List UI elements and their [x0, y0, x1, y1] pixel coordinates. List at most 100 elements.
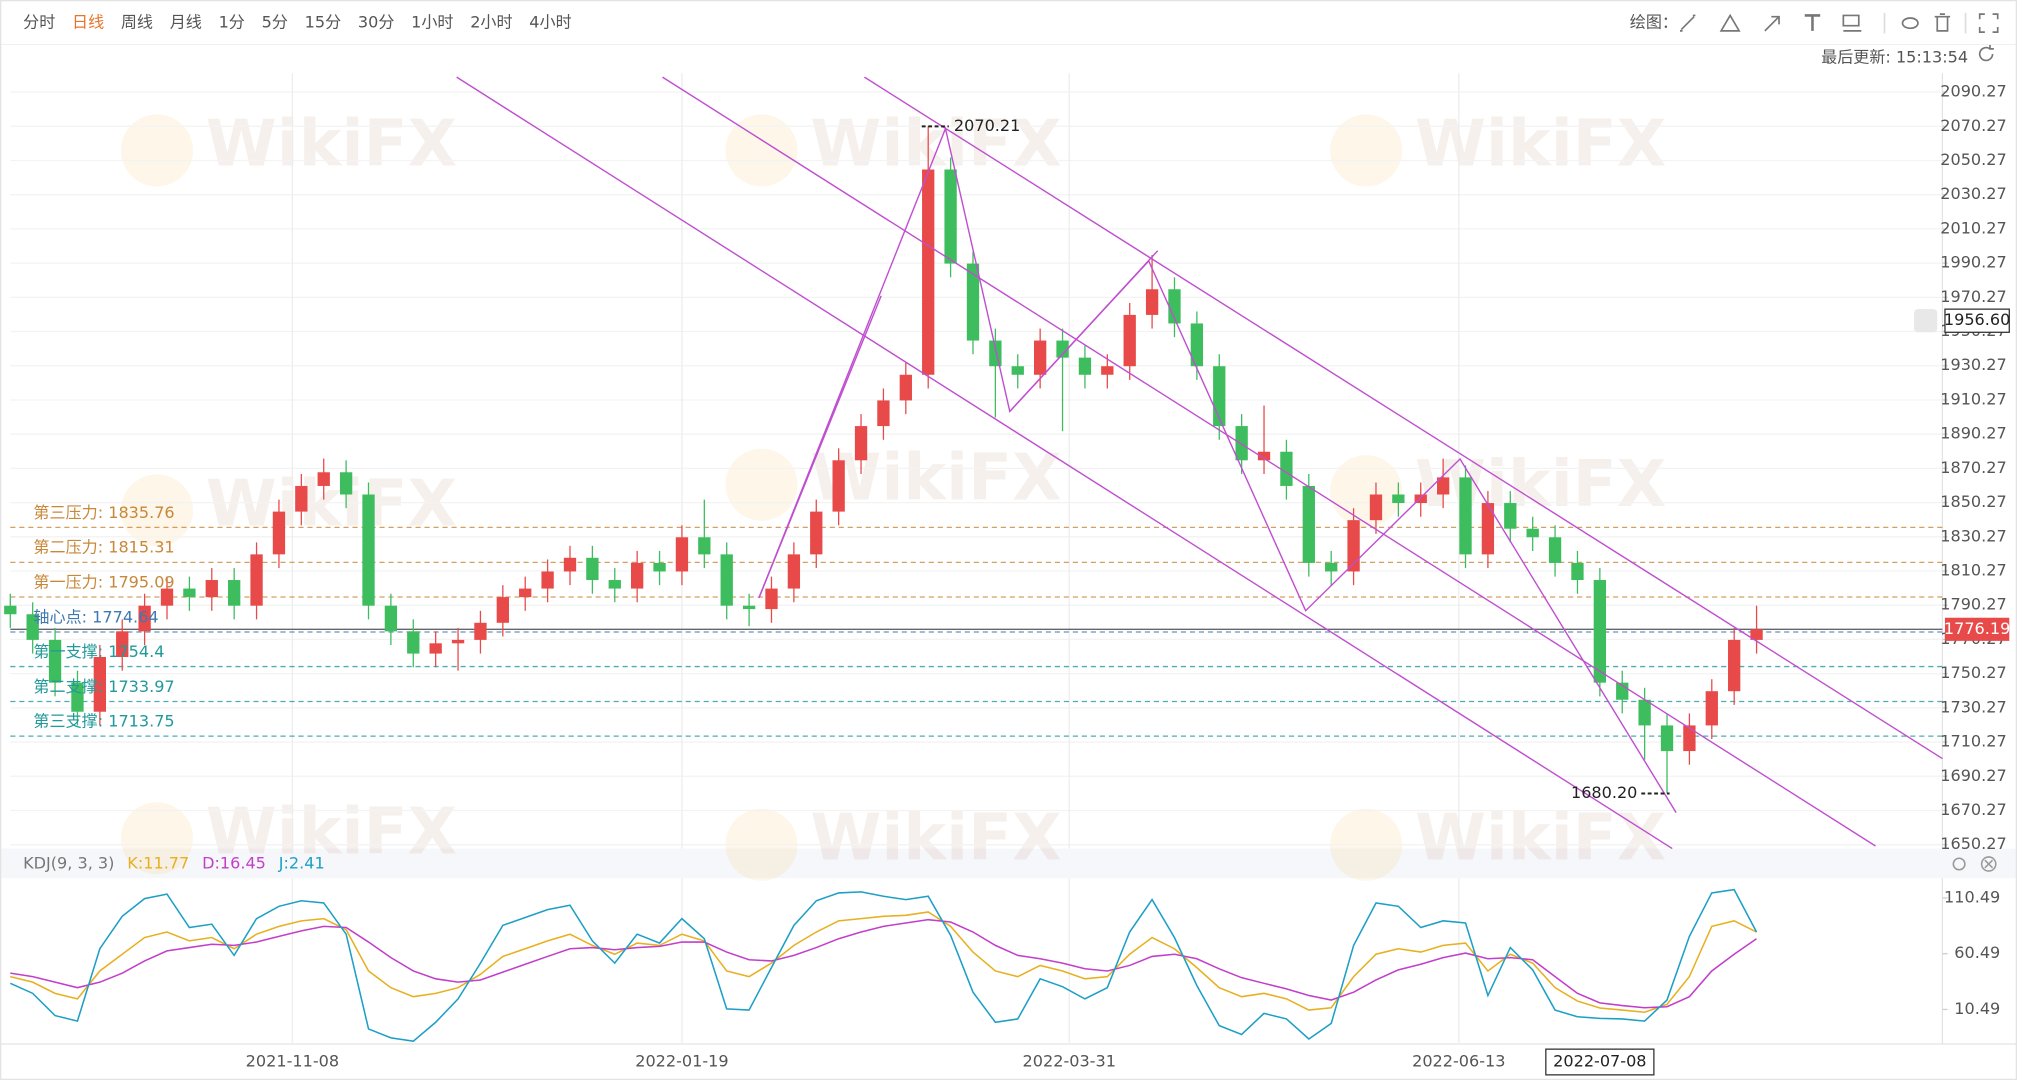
- tool-triangle[interactable]: [1719, 13, 1741, 32]
- candle-body: [1459, 477, 1472, 555]
- settings-icon[interactable]: [1952, 857, 1966, 871]
- candle-body: [698, 537, 711, 555]
- tool-fib[interactable]: [1842, 14, 1862, 32]
- period-tab[interactable]: 4小时: [529, 13, 571, 32]
- candle-body: [586, 557, 599, 581]
- period-tab[interactable]: 月线: [170, 13, 202, 32]
- candle-body: [205, 580, 218, 598]
- period-tab[interactable]: 2小时: [470, 13, 512, 32]
- kdj-line: [10, 918, 1757, 1009]
- candle-body: [1257, 451, 1271, 461]
- x-tick-label: 2022-06-13: [1412, 1052, 1505, 1071]
- kdj-readout: D:16.45: [202, 854, 266, 873]
- candle-body: [1392, 494, 1405, 504]
- candle-body: [1078, 357, 1092, 375]
- y-tick-label: 1910.27: [1940, 389, 2006, 408]
- candle-body: [1638, 699, 1651, 726]
- trend-lines: [456, 76, 1943, 850]
- candle-body: [854, 426, 868, 461]
- candle-body: [832, 460, 845, 512]
- tool-arrow[interactable]: [1764, 15, 1780, 32]
- period-tab[interactable]: 5分: [262, 13, 288, 32]
- level-label: 第一压力: 1795.09: [33, 572, 174, 591]
- refresh-icon[interactable]: [1978, 45, 1994, 62]
- tool-line[interactable]: [1679, 14, 1696, 32]
- candle-body: [1504, 503, 1517, 529]
- watermark: WikiFX: [1415, 447, 1666, 522]
- candle-body: [384, 605, 398, 632]
- candle-body: [1683, 725, 1696, 752]
- kdj-readout: K:11.77: [127, 854, 189, 873]
- background-layer: WikiFX WikiFX WikiFX WikiFX WikiFX WikiFX Wiki…: [10, 73, 1948, 1044]
- period-tab[interactable]: 1小时: [411, 13, 453, 32]
- watermark-logo: [120, 474, 193, 547]
- candle-body: [631, 562, 644, 589]
- candle-body: [1526, 528, 1539, 538]
- tool-delete[interactable]: [1934, 13, 1951, 32]
- x-tick-label: 2022-01-19: [635, 1052, 728, 1071]
- period-tab[interactable]: 日线: [72, 13, 104, 32]
- period-tab[interactable]: 周线: [121, 13, 153, 32]
- channel-line: [662, 76, 1876, 847]
- kdj-title: KDJ(9, 3, 3): [23, 854, 114, 873]
- tool-fullscreen[interactable]: [1978, 13, 1999, 33]
- candle-body: [1481, 503, 1495, 555]
- close-icon[interactable]: [1980, 856, 1997, 872]
- candle-body: [295, 485, 308, 512]
- draw-label: 绘图：: [1630, 13, 1678, 32]
- level-label: 第三压力: 1835.76: [33, 503, 174, 522]
- overlay-layer: 1650.27 1670.27 1690.27 1710.27 1730.27 1750.…: [23, 82, 2010, 1076]
- candle-body: [653, 562, 666, 572]
- toolbar: [0, 0, 2017, 45]
- y-tick-label: 1650.27: [1940, 834, 2006, 853]
- y-tick-label: 2070.27: [1940, 116, 2006, 135]
- period-tab[interactable]: 分时: [23, 13, 55, 32]
- kdj-readout: J:2.41: [278, 854, 325, 873]
- period-tab[interactable]: 30分: [358, 13, 395, 32]
- candle-body: [922, 169, 935, 375]
- candle-body: [1325, 562, 1338, 572]
- kdj-controls: [1952, 856, 1997, 872]
- candle-body: [742, 605, 756, 610]
- y-tick-label: 1670.27: [1940, 800, 2006, 819]
- y-tick-label: 1710.27: [1940, 732, 2006, 751]
- y-tick-label: 1970.27: [1940, 287, 2006, 306]
- candle-body: [339, 472, 353, 495]
- candle-body: [116, 631, 129, 657]
- tool-visibility[interactable]: [1901, 17, 1919, 30]
- y-tick-label: 110.49: [1944, 887, 2000, 906]
- tool-text[interactable]: [1804, 14, 1821, 31]
- watermark: WikiFX: [810, 441, 1061, 516]
- watermark: WikiFX: [810, 106, 1061, 181]
- candle-body: [810, 511, 823, 555]
- y-tick-label: 1990.27: [1940, 253, 2006, 272]
- y-tick-label: 1830.27: [1940, 526, 2006, 545]
- period-tab[interactable]: 15分: [305, 13, 342, 32]
- trend-line: [758, 295, 882, 599]
- level-label: 第二支撑: 1733.97: [33, 677, 174, 696]
- candle-body: [160, 588, 174, 606]
- alert-button[interactable]: [1914, 309, 1938, 333]
- period-tab[interactable]: 1分: [219, 13, 245, 32]
- candle-body: [1056, 340, 1069, 358]
- candle-body: [183, 588, 196, 598]
- candle-body: [519, 588, 532, 598]
- candle-body: [877, 400, 890, 427]
- kdj-header: [0, 848, 2017, 879]
- candle-body: [1302, 485, 1315, 563]
- y-tick-label: 1790.27: [1940, 595, 2006, 614]
- close-cross: [1984, 859, 1994, 869]
- candle-body: [429, 643, 442, 654]
- crosshair-y-label: 1956.60: [1944, 310, 2010, 329]
- candle-body: [1728, 639, 1741, 692]
- watermark-logo: [120, 802, 193, 875]
- candle-body: [1190, 323, 1204, 367]
- candle-body: [474, 622, 487, 640]
- y-tick-label: 2090.27: [1940, 82, 2006, 101]
- watermark: WikiFX: [1415, 106, 1666, 181]
- y-tick-label: 2030.27: [1940, 184, 2006, 203]
- crosshair-y-box: [1944, 308, 2010, 333]
- candle-body: [496, 597, 509, 623]
